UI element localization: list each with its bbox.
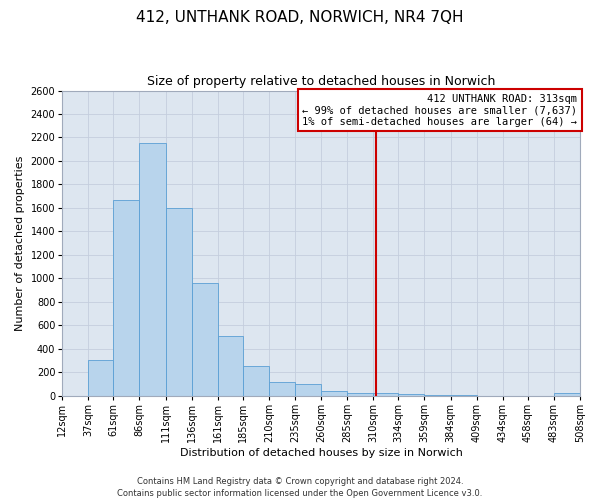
Bar	[321, 391, 347, 396]
Bar	[373, 394, 398, 396]
Bar	[398, 394, 424, 396]
Text: 412, UNTHANK ROAD, NORWICH, NR4 7QH: 412, UNTHANK ROAD, NORWICH, NR4 7QH	[136, 10, 464, 25]
Text: Contains HM Land Registry data © Crown copyright and database right 2024.
Contai: Contains HM Land Registry data © Crown c…	[118, 476, 482, 498]
Bar	[218, 336, 243, 396]
Bar	[554, 394, 580, 396]
Bar	[88, 360, 113, 396]
Bar	[295, 384, 321, 396]
Bar	[269, 382, 295, 396]
Bar	[347, 394, 373, 396]
Bar	[166, 208, 191, 396]
Bar	[139, 144, 166, 396]
Bar	[243, 366, 269, 396]
Bar	[191, 283, 218, 396]
Text: 412 UNTHANK ROAD: 313sqm
← 99% of detached houses are smaller (7,637)
1% of semi: 412 UNTHANK ROAD: 313sqm ← 99% of detach…	[302, 94, 577, 127]
Bar	[113, 200, 139, 396]
Title: Size of property relative to detached houses in Norwich: Size of property relative to detached ho…	[147, 75, 496, 88]
Y-axis label: Number of detached properties: Number of detached properties	[15, 156, 25, 331]
Bar	[451, 395, 476, 396]
Bar	[424, 395, 451, 396]
X-axis label: Distribution of detached houses by size in Norwich: Distribution of detached houses by size …	[179, 448, 463, 458]
